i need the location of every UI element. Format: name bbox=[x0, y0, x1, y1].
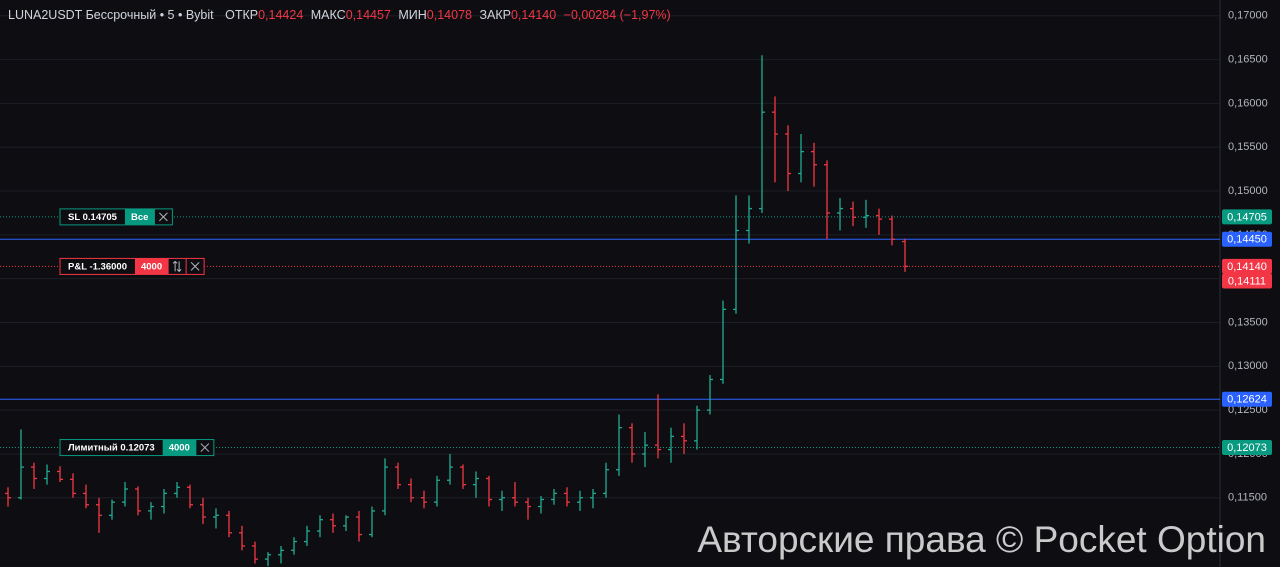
price-badge bbox=[1222, 440, 1272, 456]
price-badge-label: 0,12624 bbox=[1227, 394, 1267, 406]
tag-qty-box[interactable] bbox=[134, 258, 169, 275]
price-badge-label: 0,14140 bbox=[1227, 261, 1267, 273]
watermark: Авторские права © Pocket Option bbox=[697, 519, 1266, 560]
close-label: ЗАКР bbox=[479, 8, 511, 22]
tag-qty[interactable]: 4000 bbox=[169, 443, 190, 454]
close-icon[interactable] bbox=[190, 262, 200, 271]
tag-qty[interactable]: Все bbox=[131, 212, 148, 223]
price-lines bbox=[0, 216, 1220, 449]
y-tick-label: 0,16000 bbox=[1228, 97, 1268, 109]
y-tick-label: 0,13000 bbox=[1228, 360, 1268, 372]
change: −0,00284 (−1,97%) bbox=[564, 8, 671, 22]
open: 0,14424 bbox=[258, 8, 303, 22]
symbol: LUNA2USDT Бессрочный • 5 • Bybit bbox=[8, 8, 214, 22]
tag-text: Лимитный 0.12073 bbox=[68, 443, 155, 454]
order-tag: P&L -1.36000 4000 bbox=[59, 257, 205, 275]
close-icon[interactable] bbox=[159, 212, 168, 222]
price-badge-label: 0,14450 bbox=[1227, 234, 1267, 246]
high-label: МАКС bbox=[311, 8, 346, 22]
price-badge bbox=[1222, 273, 1272, 289]
price-badge bbox=[1222, 231, 1272, 247]
close-icon[interactable] bbox=[200, 443, 210, 452]
low: 0,14078 bbox=[427, 8, 472, 22]
tag-qty-box[interactable] bbox=[124, 208, 155, 225]
y-tick-label: 0,16500 bbox=[1228, 53, 1268, 65]
tag-qty[interactable]: 4000 bbox=[141, 261, 162, 272]
swap-icon[interactable] bbox=[172, 260, 182, 273]
price-badge-label: 0,14111 bbox=[1228, 275, 1266, 287]
price-badge-label: 0,12073 bbox=[1227, 442, 1267, 454]
high: 0,14457 bbox=[346, 8, 391, 22]
order-tag: SL 0.14705 Все bbox=[59, 208, 173, 226]
header: LUNA2USDT Бессрочный • 5 • Bybit ОТКР0,1… bbox=[8, 8, 671, 22]
y-tick-label: 0,13500 bbox=[1228, 316, 1268, 328]
low-label: МИН bbox=[398, 8, 426, 22]
price-badge bbox=[1222, 391, 1272, 407]
tag-text: P&L -1.36000 bbox=[68, 261, 127, 272]
tag-text: SL 0.14705 bbox=[68, 212, 118, 223]
y-tick-label: 0,17000 bbox=[1228, 10, 1268, 22]
open-label: ОТКР bbox=[225, 8, 258, 22]
y-tick-label: 0,12500 bbox=[1228, 404, 1268, 416]
close: 0,14140 bbox=[511, 8, 556, 22]
y-tick-label: 0,11500 bbox=[1228, 492, 1267, 504]
y-axis: 0,170000,165000,160000,155000,150000,145… bbox=[1222, 10, 1272, 504]
bars bbox=[5, 55, 908, 567]
y-tick-label: 0,15500 bbox=[1228, 141, 1268, 153]
tag-qty-box[interactable] bbox=[162, 439, 196, 456]
price-badge-label: 0,14705 bbox=[1227, 211, 1267, 223]
order-tag: Лимитный 0.12073 4000 bbox=[59, 439, 215, 457]
price-badge bbox=[1222, 209, 1272, 225]
y-tick-label: 0,15000 bbox=[1228, 185, 1268, 197]
price-badge bbox=[1222, 258, 1272, 274]
